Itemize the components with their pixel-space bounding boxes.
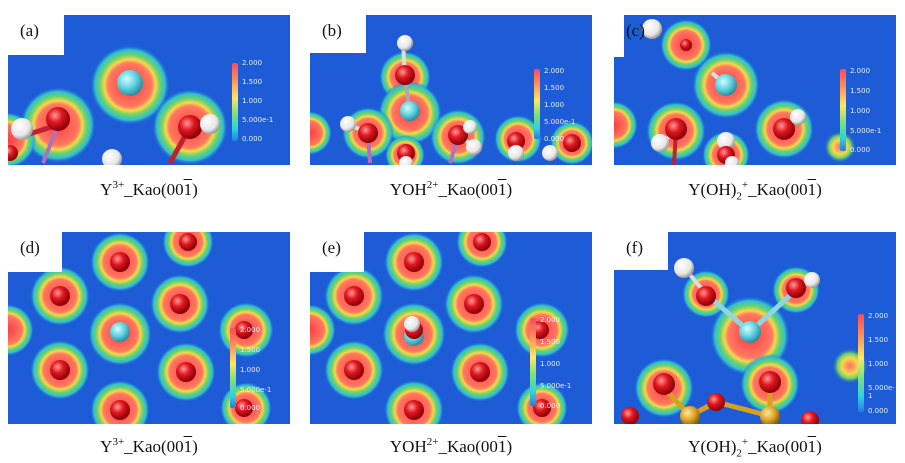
colorbar-tick-d-1: 1.500 [240, 346, 261, 354]
density-map-b [310, 35, 592, 165]
density-map-a [8, 45, 228, 165]
density-map-c [614, 19, 856, 165]
caption-e: YOH2+_Kao(001) [310, 436, 592, 457]
colorbar-e [530, 318, 536, 406]
caption-c-bar: 1 [807, 180, 817, 199]
caption-a-surface: _Kao(00 [124, 180, 184, 199]
colorbar-b [534, 69, 540, 139]
caption-a-bar: 1 [183, 180, 193, 199]
caption-a-species: Y3+ [100, 179, 125, 199]
colorbar-d [230, 328, 236, 408]
colorbar-tick-d-3: 5.000e-1 [240, 386, 272, 394]
panel-label-d: (d) [20, 238, 40, 257]
colorbar-tick-d-0: 2.000 [240, 326, 261, 334]
colorbar-f [858, 314, 864, 412]
colorbar-tick-a-0: 2.000 [242, 59, 263, 67]
colorbar-tick-a-3: 5.000e-1 [242, 116, 274, 124]
panel-label-c: (c) [626, 21, 645, 40]
colorbar-tick-b-2: 1.000 [544, 101, 565, 109]
caption-a: Y3+_Kao(001) [8, 179, 290, 200]
panel-e: (e) 2.000 1.500 1.000 5.000e-1 0.000 [310, 232, 592, 424]
colorbar-tick-b-1: 1.500 [544, 84, 565, 92]
caption-f: Y(OH)2+_Kao(001) [614, 436, 896, 459]
colorbar-tick-e-1: 1.500 [540, 338, 561, 346]
colorbar-tick-e-2: 1.000 [540, 360, 561, 368]
panel-f: (f) 2.000 1.500 1.000 5.000e-1 0.000 [614, 232, 896, 424]
caption-d-bar: 1 [183, 437, 193, 456]
caption-d-surface: _Kao(00 [124, 437, 184, 456]
colorbar-tick-e-4: 0.000 [540, 402, 561, 410]
colorbar-tick-d-2: 1.000 [240, 366, 261, 374]
colorbar-tick-e-0: 2.000 [540, 316, 561, 324]
colorbar-tick-f-2: 1.000 [868, 360, 889, 368]
caption-c: Y(OH)2+_Kao(001) [614, 179, 896, 202]
density-map-f [621, 258, 868, 424]
density-map-e [310, 232, 570, 424]
colorbar-tick-c-0: 2.000 [850, 67, 871, 75]
panel-c: (c) 2.000 1.500 1.000 5.000e-1 0.000 [614, 15, 896, 165]
panel-d: (d) 2.000 1.500 1.000 5.000e-1 0.000 [8, 232, 290, 424]
colorbar-tick-a-2: 1.000 [242, 97, 263, 105]
colorbar-tick-c-2: 1.000 [850, 107, 871, 115]
colorbar-tick-b-0: 2.000 [544, 67, 565, 75]
colorbar-tick-c-4: 0.000 [850, 146, 871, 154]
caption-e-bar: 1 [497, 437, 507, 456]
panel-label-f: (f) [626, 238, 643, 257]
caption-b-surface: _Kao(00 [438, 180, 498, 199]
panel-label-b: (b) [322, 21, 342, 40]
caption-f-close: ) [816, 437, 822, 456]
caption-d-close: ) [192, 437, 198, 456]
caption-a-close: ) [192, 180, 198, 199]
panel-a: (a) 2.000 1.500 1.000 5.000e-1 0.000 [8, 15, 290, 165]
colorbar-tick-f-4: 0.000 [868, 407, 889, 415]
colorbar-tick-d-4: 0.000 [240, 404, 261, 412]
colorbar-c [840, 69, 846, 151]
caption-c-species: Y(OH)2+ [688, 179, 749, 203]
caption-e-close: ) [506, 437, 513, 456]
colorbar-tick-b-4: 0.000 [544, 135, 565, 143]
colorbar-tick-e-3: 5.000e-1 [540, 382, 572, 390]
caption-f-species: Y(OH)2+ [688, 436, 749, 460]
panel-label-e: (e) [322, 238, 341, 257]
colorbar-tick-c-3: 5.000e-1 [850, 127, 882, 135]
colorbar-tick-a-1: 1.500 [242, 78, 263, 86]
caption-f-bar: 1 [807, 437, 817, 456]
colorbar-tick-c-1: 1.500 [850, 87, 871, 95]
caption-c-surface: _Kao(00 [748, 180, 808, 199]
caption-b-species: YOH2+ [389, 179, 439, 199]
panel-label-a: (a) [20, 21, 39, 40]
colorbar-tick-f-1: 1.500 [868, 336, 889, 344]
caption-e-surface: _Kao(00 [438, 437, 498, 456]
caption-b-close: ) [506, 180, 513, 199]
density-map-d [8, 232, 274, 424]
colorbar-tick-b-3: 5.000e-1 [544, 118, 576, 126]
caption-e-species: YOH2+ [389, 436, 439, 456]
caption-c-close: ) [816, 180, 822, 199]
panel-b: (b) 2.000 1.500 1.000 5.000e-1 0.000 [310, 15, 592, 165]
caption-d-species: Y3+ [100, 436, 125, 456]
caption-d: Y3+_Kao(001) [8, 436, 290, 457]
colorbar-a [232, 63, 238, 141]
colorbar-tick-a-4: 0.000 [242, 135, 263, 143]
colorbar-tick-f-0: 2.000 [868, 312, 889, 320]
caption-b: YOH2+_Kao(001) [310, 179, 592, 200]
caption-b-bar: 1 [497, 180, 507, 199]
caption-f-surface: _Kao(00 [748, 437, 808, 456]
colorbar-tick-f-3: 5.000e-1 [868, 384, 895, 400]
